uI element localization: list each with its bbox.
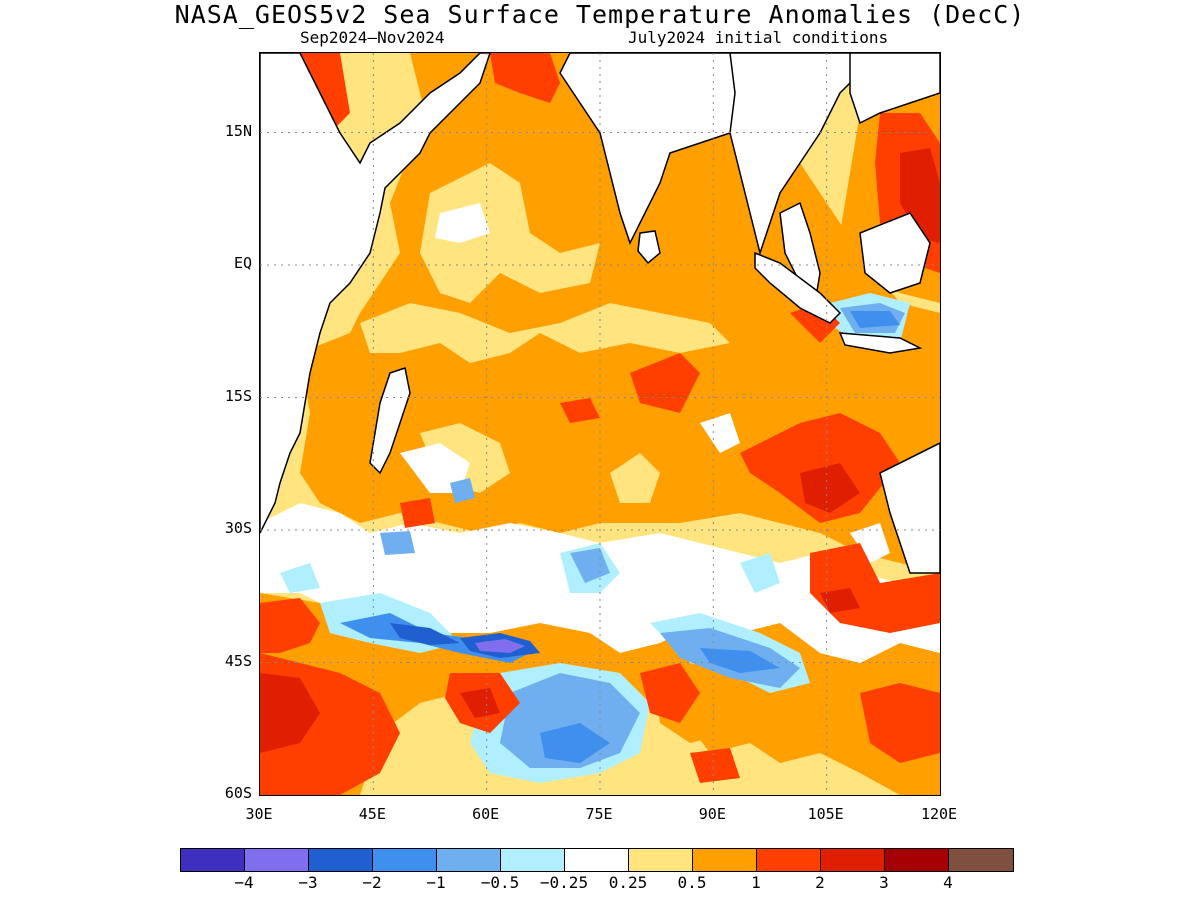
anomaly-region <box>260 673 320 753</box>
anomaly-region <box>690 748 740 783</box>
anomaly-region <box>450 478 475 503</box>
sst-anomaly-map <box>259 52 941 796</box>
colorbar-tick-label: −2 <box>362 873 382 892</box>
anomaly-region <box>380 531 415 555</box>
colorbar-tick-label: 3 <box>879 873 889 892</box>
latitude-label: 15N <box>224 121 252 140</box>
map-canvas <box>260 53 940 795</box>
colorbar-swatch <box>181 849 245 871</box>
anomaly-region <box>280 563 320 593</box>
sumatra-island <box>754 251 842 324</box>
colorbar-tick-label: 0.25 <box>608 873 648 892</box>
africa-arabia-landmass <box>260 53 491 534</box>
anomaly-region <box>700 413 740 453</box>
colorbar-tick-label: −0.25 <box>539 873 589 892</box>
colorbar <box>180 848 1014 872</box>
anomaly-region <box>360 303 730 363</box>
java-island <box>838 332 923 354</box>
anomaly-region <box>570 548 610 583</box>
anomaly-region <box>490 53 560 103</box>
madagascar-island <box>369 367 411 475</box>
anomaly-region <box>630 353 700 413</box>
anomaly-layer-3 <box>260 148 940 753</box>
gridlines <box>260 53 940 795</box>
anomaly-region <box>420 163 600 303</box>
anomaly-layer-neg3 <box>475 639 525 653</box>
longitude-label: 30E <box>245 805 273 823</box>
latitude-label: 60S <box>224 784 252 802</box>
colorbar-swatch <box>949 849 1013 871</box>
colorbar-tick-label: −1 <box>426 873 446 892</box>
anomaly-region <box>400 498 435 528</box>
anomaly-region <box>400 443 470 493</box>
anomaly-layer-05 <box>360 163 730 503</box>
anomaly-region <box>850 311 900 328</box>
anomaly-region <box>740 553 780 593</box>
colorbar-swatch <box>245 849 309 871</box>
longitude-label: 120E <box>920 805 958 823</box>
latitude-label: EQ <box>233 254 252 272</box>
colorbar-swatch <box>373 849 437 871</box>
latitude-label: 30S <box>224 519 252 537</box>
anomaly-region <box>435 203 490 243</box>
anomaly-region <box>475 639 525 653</box>
latitude-label: 45S <box>224 651 252 670</box>
colorbar-swatch <box>565 849 629 871</box>
anomaly-region <box>850 523 890 563</box>
anomaly-region <box>640 663 700 723</box>
colorbar-swatch <box>437 849 501 871</box>
anomaly-region <box>820 588 860 613</box>
longitude-label: 105E <box>807 805 844 823</box>
colorbar-swatch <box>821 849 885 871</box>
chart-title: NASA_GEOS5v2 Sea Surface Temperature Ano… <box>174 0 1026 29</box>
colorbar-swatch <box>629 849 693 871</box>
anomaly-region <box>390 623 460 645</box>
borneo-island <box>859 212 931 294</box>
anomaly-region <box>800 463 860 513</box>
longitude-label: 90E <box>698 805 726 823</box>
latitude-label: 15S <box>224 386 252 405</box>
longitude-label: 45E <box>358 805 386 823</box>
colorbar-tick-label: 4 <box>943 873 953 892</box>
colorbar-swatch <box>693 849 757 871</box>
anomaly-region <box>300 53 350 133</box>
colorbar-swatch <box>501 849 565 871</box>
initial-conditions: July2024 initial conditions <box>628 28 889 47</box>
colorbar-swatch <box>885 849 949 871</box>
colorbar-tick-label: −3 <box>298 873 318 892</box>
anomaly-region <box>610 453 660 503</box>
indochina-landmass <box>849 53 940 125</box>
longitude-label: 75E <box>585 805 613 823</box>
colorbar-tick-label: 1 <box>751 873 761 892</box>
anomaly-region <box>560 398 600 423</box>
forecast-period: Sep2024–Nov2024 <box>300 28 445 47</box>
colorbar-swatch <box>309 849 373 871</box>
land-layer <box>260 53 940 574</box>
anomaly-region <box>260 598 320 653</box>
colorbar-tick-label: −0.5 <box>480 873 520 892</box>
malay-peninsula <box>779 201 821 305</box>
colorbar-tick-label: 0.5 <box>677 873 707 892</box>
sri-lanka-island <box>637 230 661 265</box>
colorbar-tick-label: 2 <box>815 873 825 892</box>
longitude-label: 60E <box>472 805 500 823</box>
anomaly-region <box>700 648 780 673</box>
colorbar-swatch <box>757 849 821 871</box>
anomaly-region <box>860 683 940 763</box>
colorbar-tick-label: −4 <box>234 873 254 892</box>
anomaly-region <box>540 723 610 763</box>
australia-landmass <box>879 442 940 574</box>
anomaly-region <box>460 688 500 718</box>
